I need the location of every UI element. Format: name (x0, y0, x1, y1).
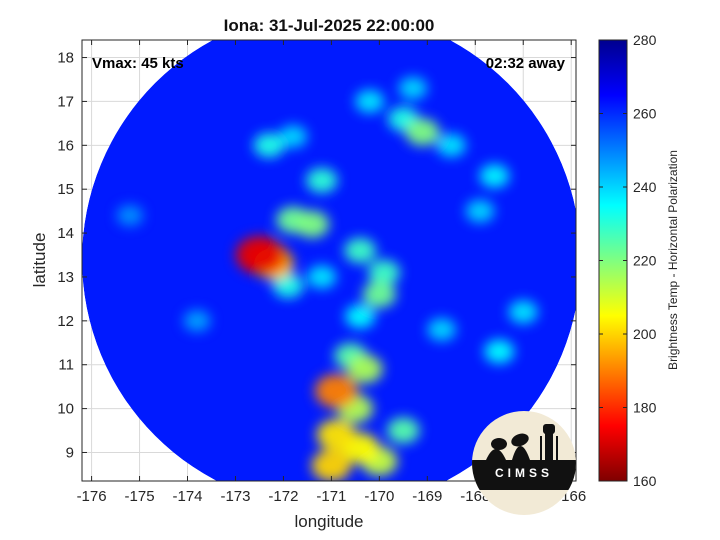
brightness-temp-cell (314, 374, 358, 409)
brightness-temp-cell (479, 164, 510, 188)
x-tick-label: -175 (125, 488, 155, 505)
brightness-temp-cell (235, 236, 284, 275)
swath-image (82, 40, 576, 481)
brightness-temp-cell (344, 237, 377, 264)
brightness-temp-cell (368, 259, 401, 286)
x-tick-label: -176 (77, 488, 107, 505)
y-tick-label: 9 (66, 444, 74, 461)
y-tick-label: 18 (57, 50, 74, 67)
brightness-temp-cell (436, 133, 466, 157)
brightness-temp-cell (427, 318, 457, 342)
cimss-logo-text: CIMSS (495, 466, 553, 480)
brightness-temp-cell (306, 167, 338, 193)
time-away-label: 02:32 away (486, 55, 566, 72)
brightness-temp-cell (307, 265, 337, 289)
brightness-temp-cell (484, 339, 515, 364)
x-tick-label: -169 (412, 488, 442, 505)
x-ticks: -176-175-174-173-172-171-170-169-168-167… (77, 40, 586, 505)
brightness-temp-cell (355, 89, 385, 114)
vmax-label: Vmax: 45 kts (92, 55, 184, 72)
y-tick-label: 12 (57, 313, 74, 330)
plot-area: -176-175-174-173-172-171-170-169-168-167… (57, 39, 586, 515)
colorbar-tick-label: 200 (633, 326, 657, 342)
colorbar-tick-label: 160 (633, 473, 657, 489)
colorbar-label: Brightness Temp - Horizontal Polarizatio… (666, 150, 680, 370)
colorbar-tick-label: 180 (633, 400, 657, 416)
x-tick-label: -174 (172, 488, 202, 505)
plot-frame (81, 39, 577, 482)
brightness-temp-cell (508, 300, 538, 324)
y-tick-label: 17 (57, 93, 74, 110)
colorbar-ticks: 160 180 200 220 240 260 280 (599, 32, 657, 489)
x-tick-label: -173 (220, 488, 250, 505)
brightness-temp-cell (345, 304, 376, 329)
x-tick-label: -172 (268, 488, 298, 505)
brightness-temp-cell (295, 210, 330, 238)
y-tick-label: 13 (57, 269, 74, 286)
y-tick-label: 11 (58, 357, 74, 374)
y-tick-label: 14 (57, 225, 74, 242)
brightness-temp-cell (278, 125, 308, 148)
y-tick-label: 10 (57, 401, 74, 418)
y-axis-label: latitude (30, 233, 49, 288)
x-tick-label: -170 (364, 488, 394, 505)
brightness-temp-cell (398, 76, 428, 100)
brightness-temp-cell (386, 417, 420, 444)
colorbar-gradient (598, 39, 628, 482)
brightness-temp-cell (183, 310, 211, 332)
cimss-logo: CIMSS (472, 411, 576, 515)
brightness-temp-cell (253, 132, 285, 158)
brightness-temp-cell (116, 204, 144, 227)
colorbar-tick-label: 280 (633, 32, 657, 48)
colorbar: 160 180 200 220 240 260 280 Brightness Temp - … (598, 32, 680, 489)
colorbar-tick-label: 220 (633, 253, 657, 269)
brightness-temp-cell (465, 199, 495, 223)
colorbar-tick-label: 240 (633, 179, 657, 195)
brightness-temp-cell (272, 273, 304, 299)
chart-title: Iona: 31-Jul-2025 22:00:00 (224, 16, 435, 35)
colorbar-tick-label: 260 (633, 106, 657, 122)
brightness-temp-cell (362, 281, 397, 308)
y-tick-label: 15 (57, 181, 74, 198)
brightness-temp-cell (347, 354, 383, 384)
x-axis-label: longitude (294, 512, 363, 531)
y-tick-label: 16 (57, 137, 74, 154)
brightness-temp-cell (311, 449, 352, 481)
brightness-temp-cell (405, 118, 440, 146)
x-tick-label: -171 (316, 488, 346, 505)
brightness-temp-cell (316, 419, 356, 451)
y-ticks: 9 10 11 12 13 14 15 16 17 18 (57, 50, 576, 461)
